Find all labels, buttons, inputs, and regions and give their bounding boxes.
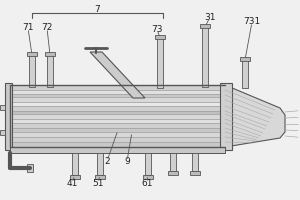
Bar <box>202 27 208 87</box>
Bar <box>10 97 225 102</box>
Text: 72: 72 <box>41 23 53 32</box>
Bar <box>27 164 33 172</box>
Bar <box>5 83 12 150</box>
Bar <box>10 147 225 153</box>
Text: 51: 51 <box>92 178 104 188</box>
Bar <box>27 52 37 56</box>
Bar <box>10 85 225 90</box>
Text: 2: 2 <box>104 156 110 166</box>
Text: 731: 731 <box>243 18 261 26</box>
Bar <box>143 175 153 179</box>
Polygon shape <box>225 85 285 147</box>
Bar <box>0 130 5 135</box>
Bar <box>29 55 35 87</box>
Bar <box>157 38 163 88</box>
Text: 61: 61 <box>141 178 153 188</box>
Bar <box>145 153 151 175</box>
Text: 73: 73 <box>151 24 163 33</box>
Bar <box>190 171 200 175</box>
Polygon shape <box>90 52 145 98</box>
Text: 9: 9 <box>124 156 130 166</box>
Bar <box>220 83 232 150</box>
Bar <box>47 55 53 87</box>
Text: 7: 7 <box>94 5 100 15</box>
Text: 41: 41 <box>66 178 78 188</box>
Bar <box>242 60 248 88</box>
Bar <box>240 57 250 61</box>
Bar <box>170 153 176 171</box>
Bar <box>10 106 225 111</box>
Bar <box>10 137 225 142</box>
Bar <box>0 105 5 110</box>
Bar <box>10 119 225 123</box>
Bar <box>10 90 225 94</box>
Bar <box>70 175 80 179</box>
Bar <box>10 132 225 137</box>
Bar <box>45 52 55 56</box>
Bar <box>10 114 225 119</box>
Bar <box>10 111 225 114</box>
Bar <box>168 171 178 175</box>
Bar <box>72 153 78 175</box>
Bar <box>10 102 225 106</box>
Bar <box>97 153 103 175</box>
Text: 71: 71 <box>22 23 34 32</box>
Bar <box>10 123 225 128</box>
Bar <box>95 175 105 179</box>
Bar <box>192 153 198 171</box>
Bar <box>10 142 225 147</box>
Bar <box>10 128 225 132</box>
Bar <box>10 94 225 97</box>
Bar <box>155 35 165 39</box>
Text: 31: 31 <box>204 12 216 21</box>
Bar <box>200 24 210 28</box>
